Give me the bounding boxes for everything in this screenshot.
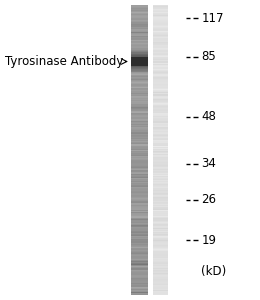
- Bar: [131, 57, 148, 66]
- Text: Tyrosinase Antibody: Tyrosinase Antibody: [5, 55, 123, 68]
- Text: 19: 19: [202, 233, 217, 247]
- Text: 26: 26: [202, 193, 217, 206]
- Text: 34: 34: [202, 157, 216, 170]
- Text: 117: 117: [202, 11, 224, 25]
- Text: (kD): (kD): [202, 265, 227, 278]
- Text: 48: 48: [202, 110, 216, 124]
- Text: 85: 85: [202, 50, 216, 64]
